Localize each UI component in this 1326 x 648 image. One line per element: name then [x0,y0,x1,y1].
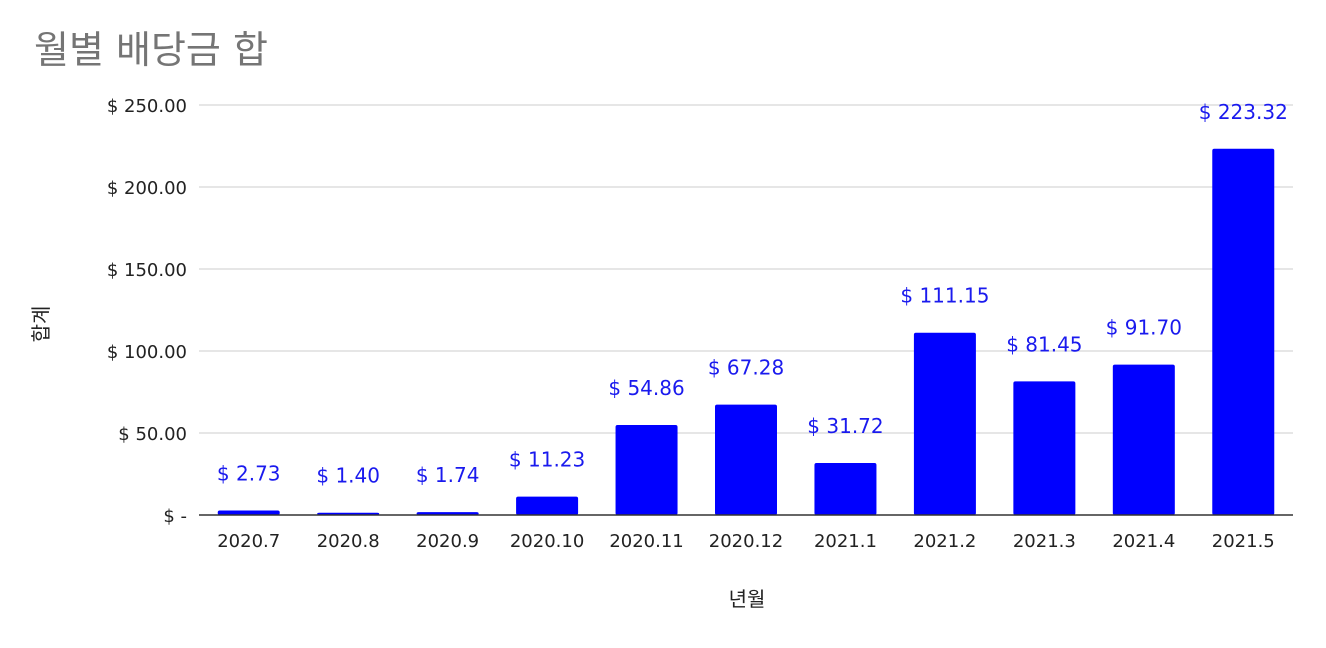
x-tick-label: 2020.7 [217,531,280,552]
y-axis-label: 합계 [29,306,53,343]
data-label: $ 67.28 [708,356,784,380]
x-axis-label: 년월 [729,587,766,611]
x-tick-label: 2021.3 [1013,531,1076,552]
bar [913,332,976,515]
x-tick-label: 2020.12 [709,531,783,552]
x-tick-label: 2020.9 [416,531,479,552]
x-tick-label: 2020.8 [317,531,380,552]
data-label: $ 1.40 [316,464,380,488]
y-tick-label: $ 150.00 [107,260,187,281]
x-tick-label: 2021.2 [913,531,976,552]
bar [217,510,280,515]
data-label: $ 1.74 [416,463,480,487]
y-axis-ticks: $ - $ 50.00 $ 100.00 $ 150.00 $ 200.00 $ 250.… [107,96,187,527]
x-tick-label: 2020.10 [510,531,584,552]
y-tick-label: $ 250.00 [107,96,187,117]
bar [1013,381,1076,515]
data-label: $ 81.45 [1006,332,1082,356]
y-tick-label: $ 100.00 [107,342,187,363]
bar [1112,364,1175,515]
bar [516,496,579,515]
data-label: $ 111.15 [900,284,989,308]
chart-title: 월별 배당금 합 [34,28,268,72]
data-label: $ 91.70 [1106,316,1182,340]
y-tick-label: $ 50.00 [118,424,187,445]
gridlines [199,104,1293,434]
x-tick-label: 2020.11 [609,531,683,552]
data-labels: $ 2.73 $ 1.40 $ 1.74 $ 11.23 $ 54.86 $ 67.28 $… [217,100,1288,488]
data-label: $ 11.23 [509,448,585,472]
bar [814,462,877,515]
bar [1212,148,1275,516]
bar [715,404,777,515]
bars [217,148,1275,516]
data-label: $ 31.72 [807,414,883,438]
data-label: $ 2.73 [217,462,281,486]
y-tick-label: $ - [163,506,187,527]
y-tick-label: $ 200.00 [107,178,187,199]
x-tick-label: 2021.1 [814,531,877,552]
data-label: $ 54.86 [608,376,684,400]
x-axis-ticks: 2020.7 2020.8 2020.9 2020.10 2020.11 2020.12 2… [217,531,1275,552]
bar [615,425,678,515]
x-tick-label: 2021.5 [1212,531,1275,552]
x-tick-label: 2021.4 [1112,531,1175,552]
data-label: $ 223.32 [1199,100,1288,124]
